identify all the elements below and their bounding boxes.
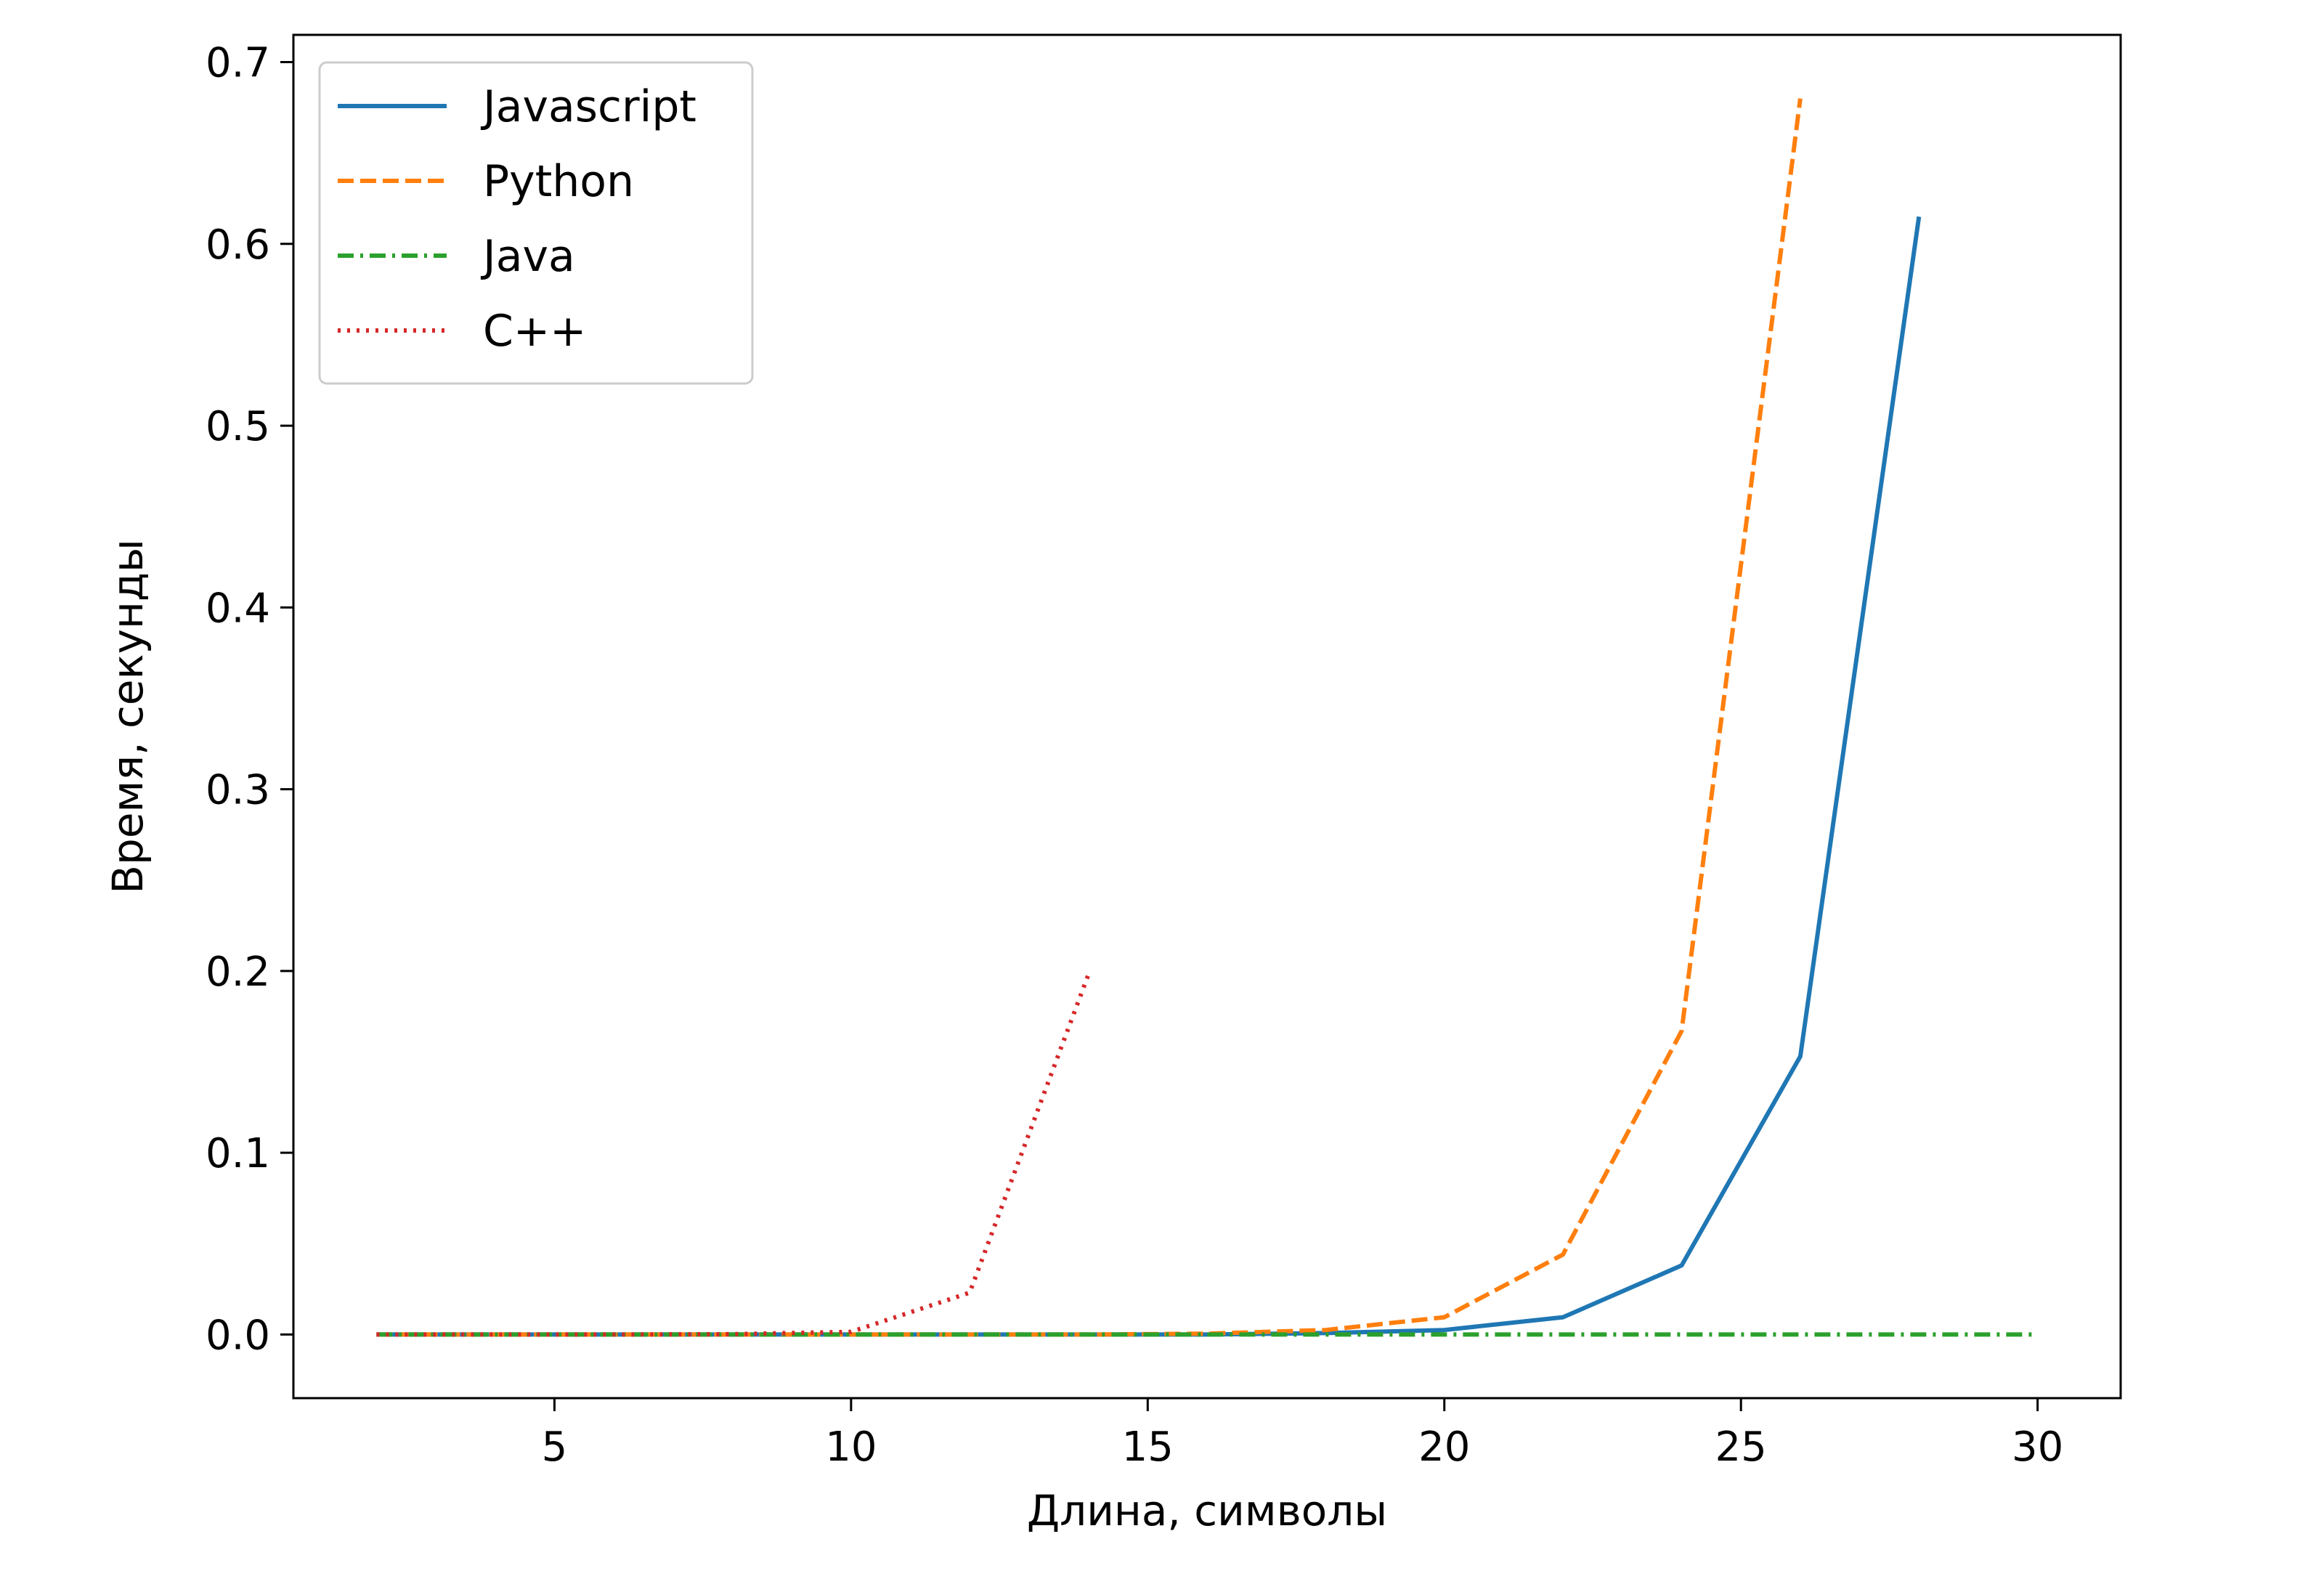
y-axis-title: Время, секунды: [103, 539, 153, 894]
x-tick-label: 15: [1122, 1424, 1174, 1471]
y-tick-label: 0.0: [206, 1312, 270, 1359]
y-tick-label: 0.3: [206, 767, 270, 814]
legend-label: Javascript: [480, 81, 696, 132]
legend-label: Java: [480, 231, 575, 282]
y-tick-label: 0.4: [206, 585, 270, 632]
y-tick-label: 0.2: [206, 949, 270, 996]
series-line-ccpp: [376, 973, 1091, 1337]
x-axis-title: Длина, символы: [1027, 1486, 1387, 1535]
y-tick-label: 0.7: [206, 40, 270, 87]
legend-label: C++: [483, 306, 586, 357]
legend-label: Python: [483, 156, 634, 207]
x-tick-label: 10: [825, 1424, 877, 1471]
plot-area-frame: [292, 33, 2122, 1400]
x-tick-label: 5: [542, 1424, 568, 1471]
legend: Javascript Python Java C++: [318, 61, 754, 385]
legend-box: [318, 61, 754, 385]
x-tick-label: 25: [1715, 1424, 1767, 1471]
x-axis: 5 10 15 20 25 30: [542, 1398, 2063, 1471]
y-tick-label: 0.1: [206, 1130, 270, 1177]
x-tick-label: 20: [1418, 1424, 1470, 1471]
x-tick-label: 30: [2012, 1424, 2063, 1471]
y-axis: 0.0 0.1 0.2 0.3 0.4 0.5 0.6 0.7: [206, 40, 293, 1359]
y-tick-label: 0.6: [206, 222, 270, 269]
series-layer: [376, 98, 2038, 1337]
y-tick-label: 0.5: [206, 403, 270, 450]
